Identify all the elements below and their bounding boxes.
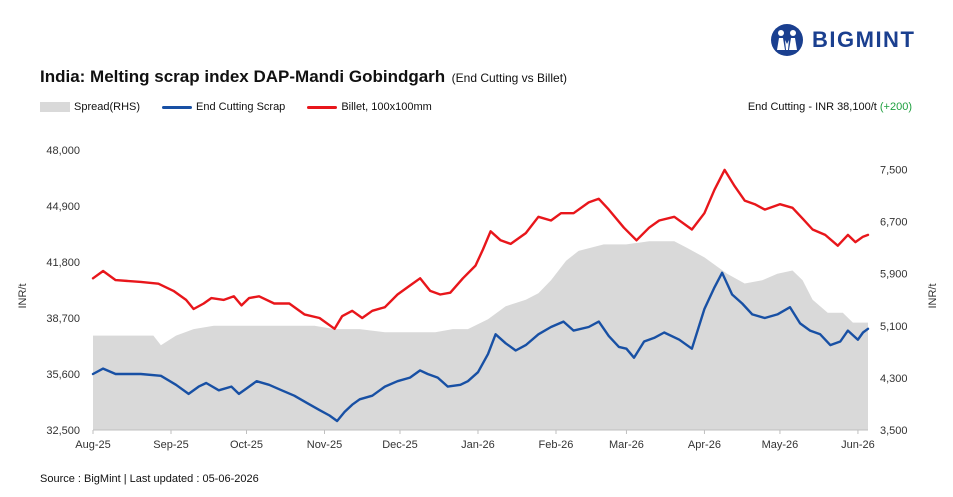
y-tick-label-left: 48,000 <box>46 145 80 157</box>
chart-title: India: Melting scrap index DAP-Mandi Gob… <box>40 67 446 86</box>
y-tick-label-left: 44,900 <box>46 201 80 213</box>
x-tick-label: Aug-25 <box>75 439 110 451</box>
y-tick-label-left: 41,800 <box>46 257 80 269</box>
x-tick-label: Oct-25 <box>230 439 263 451</box>
chart-subtitle: (End Cutting vs Billet) <box>451 71 568 85</box>
x-tick-label: Jun-26 <box>841 439 875 451</box>
legend-item-billet: Billet, 100x100mm <box>307 101 432 113</box>
y-axis-label-right: INR/t <box>927 283 939 308</box>
price-readout-change: (+200) <box>879 101 912 113</box>
legend-label-spread: Spread(RHS) <box>74 101 141 113</box>
x-tick-label: Sep-25 <box>153 439 188 451</box>
legend-label-end-cutting: End Cutting Scrap <box>196 101 286 113</box>
price-readout-label: End Cutting - INR 38,100/t <box>747 101 877 113</box>
y-tick-label-right: 5,100 <box>880 321 908 333</box>
x-tick-label: Mar-26 <box>609 439 644 451</box>
legend-swatch-billet <box>307 105 338 109</box>
y-tick-label-right: 6,700 <box>880 217 908 229</box>
bigmint-logo-icon <box>771 24 803 56</box>
chart-legend: Spread(RHS) End Cutting Scrap Billet, 10… <box>40 101 454 113</box>
chart-area: 32,500 35,600 38,700 41,800 44,900 48,000 3,50… <box>17 145 939 451</box>
series-line-billet <box>91 168 870 330</box>
x-tick-label: Dec-25 <box>382 439 417 451</box>
brand-logo: BIGMINT <box>770 22 940 58</box>
y-tick-label-left: 32,500 <box>46 425 80 437</box>
source-note: Source : BigMint | Last updated : 05-06-… <box>40 473 259 485</box>
legend-label-billet: Billet, 100x100mm <box>341 101 432 113</box>
price-readout: End Cutting - INR 38,100/t (+200) <box>748 101 912 113</box>
brand-name: BIGMINT <box>812 27 916 52</box>
y-tick-label-left: 38,700 <box>46 313 80 325</box>
y-tick-label-left: 35,600 <box>46 369 80 381</box>
y-tick-label-right: 7,500 <box>880 165 908 177</box>
legend-swatch-end-cutting <box>162 105 193 109</box>
legend-item-spread: Spread(RHS) <box>40 101 140 113</box>
x-tick-label: Apr-26 <box>688 439 721 451</box>
x-tick-label: May-26 <box>762 439 799 451</box>
series-area-spread <box>93 241 868 430</box>
y-tick-label-right: 3,500 <box>880 425 908 437</box>
x-tick-label: Nov-25 <box>307 439 342 451</box>
y-tick-label-right: 5,900 <box>880 269 908 281</box>
series-line-end-cutting <box>91 271 870 423</box>
x-tick-label: Jan-26 <box>461 439 495 451</box>
legend-item-end-cutting: End Cutting Scrap <box>162 101 285 113</box>
y-axis-label-left: INR/t <box>17 283 29 308</box>
y-tick-label-right: 4,300 <box>880 373 908 385</box>
chart-title-block: India: Melting scrap index DAP-Mandi Gob… <box>40 67 567 87</box>
legend-swatch-spread <box>40 102 70 112</box>
x-tick-label: Feb-26 <box>539 439 574 451</box>
